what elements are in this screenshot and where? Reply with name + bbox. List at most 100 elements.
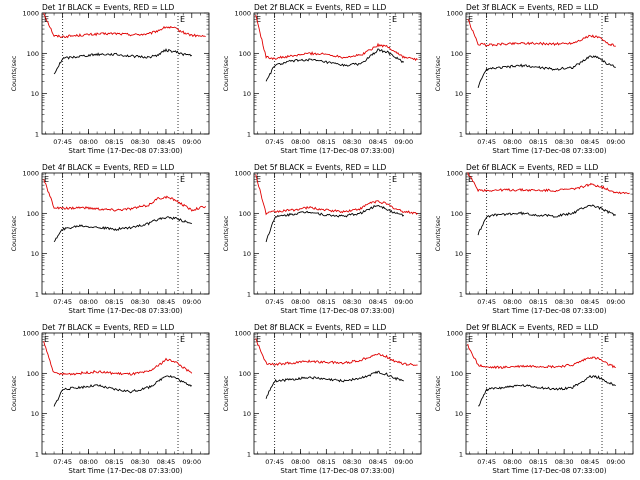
y-axis-label: Counts/sec (434, 215, 442, 251)
series-lld-line (467, 343, 616, 370)
chart-title: Det 4f BLACK = Events, RED = LLD (42, 163, 175, 172)
y-tick-label: 10 (31, 250, 39, 258)
y-tick-label: 1000 (234, 10, 251, 18)
plot-frame (465, 12, 634, 135)
x-axis-label: Start Time (17-Dec-08 07:33:00) (280, 307, 394, 315)
x-tick-label: 09:00 (182, 298, 201, 306)
x-tick-label: 08:30 (131, 298, 150, 306)
x-tick-label: 08:45 (369, 298, 388, 306)
y-tick-label: 1 (247, 291, 251, 299)
x-tick-label: 08:15 (317, 458, 336, 466)
x-tick-label: 08:00 (291, 458, 310, 466)
x-tick-label: 08:30 (343, 298, 362, 306)
x-axis-label: Start Time (17-Dec-08 07:33:00) (68, 307, 182, 315)
x-tick-label: 08:00 (503, 138, 522, 146)
x-tick-label: 07:45 (265, 458, 284, 466)
y-tick-label: 100 (239, 50, 251, 58)
chart-panel-9: Det 9f BLACK = Events, RED = LLD 1 10 100 10… (434, 323, 634, 475)
chart-title: Det 8f BLACK = Events, RED = LLD (254, 323, 387, 332)
x-tick-label: 08:00 (79, 138, 98, 146)
chart-panel-4: Det 4f BLACK = Events, RED = LLD 1 10 100 10… (10, 163, 210, 315)
y-tick-label: 10 (455, 410, 463, 418)
x-axis-label: Start Time (17-Dec-08 07:33:00) (492, 307, 606, 315)
x-tick-label: 08:45 (581, 138, 600, 146)
y-tick-label: 1 (35, 291, 39, 299)
series-events-line (53, 375, 193, 407)
x-tick-label: 08:00 (503, 298, 522, 306)
x-tick-label: 08:45 (157, 458, 176, 466)
y-tick-label: 1000 (446, 10, 463, 18)
x-tick-label: 09:00 (182, 138, 201, 146)
x-axis-label: Start Time (17-Dec-08 07:33:00) (280, 467, 394, 475)
x-tick-label: 07:45 (477, 138, 496, 146)
series-events-line (265, 48, 405, 82)
x-tick-label: 07:45 (477, 298, 496, 306)
x-axis-label: Start Time (17-Dec-08 07:33:00) (68, 467, 182, 475)
x-tick-label: 07:45 (53, 458, 72, 466)
x-tick-label: 09:00 (606, 138, 625, 146)
plot-frame (465, 332, 634, 455)
event-marker-label: E (44, 175, 49, 184)
x-tick-label: 08:15 (317, 138, 336, 146)
chart-title: Det 2f BLACK = Events, RED = LLD (254, 3, 387, 12)
x-axis-label: Start Time (17-Dec-08 07:33:00) (492, 147, 606, 155)
event-marker-label: E (256, 335, 261, 344)
series-lld-line (467, 172, 630, 195)
x-tick-label: 09:00 (606, 458, 625, 466)
x-tick-label: 08:00 (79, 298, 98, 306)
series-lld-line (43, 178, 206, 212)
y-tick-label: 100 (239, 210, 251, 218)
event-marker-label: E (256, 15, 261, 24)
x-tick-label: 08:45 (581, 458, 600, 466)
event-marker-label: E (392, 335, 397, 344)
x-tick-label: 07:45 (265, 298, 284, 306)
x-tick-label: 09:00 (606, 298, 625, 306)
plot-frame (253, 12, 422, 135)
y-tick-label: 1 (35, 131, 39, 139)
x-tick-label: 08:15 (105, 298, 124, 306)
series-events-line (53, 48, 193, 75)
series-events-line (53, 216, 193, 243)
x-tick-label: 08:30 (343, 458, 362, 466)
y-axis-label: Counts/sec (10, 215, 18, 251)
y-tick-label: 1 (459, 451, 463, 459)
y-tick-label: 1000 (446, 170, 463, 178)
y-tick-label: 1 (35, 451, 39, 459)
series-events-line (477, 204, 617, 236)
x-tick-label: 08:00 (79, 458, 98, 466)
y-tick-label: 1 (459, 291, 463, 299)
x-tick-label: 08:00 (291, 298, 310, 306)
series-events-line (265, 370, 404, 399)
y-tick-label: 100 (451, 210, 463, 218)
y-tick-label: 1000 (234, 330, 251, 338)
event-marker-label: E (468, 175, 473, 184)
x-tick-label: 08:00 (291, 138, 310, 146)
y-tick-label: 100 (239, 370, 251, 378)
x-tick-label: 08:15 (529, 458, 548, 466)
x-tick-label: 09:00 (394, 138, 413, 146)
event-marker-label: E (180, 335, 185, 344)
x-tick-label: 08:30 (131, 458, 150, 466)
event-marker-label: E (468, 15, 473, 24)
y-tick-label: 100 (27, 50, 39, 58)
x-axis-label: Start Time (17-Dec-08 07:33:00) (492, 467, 606, 475)
y-tick-label: 1000 (22, 10, 39, 18)
series-lld-line (467, 18, 616, 47)
chart-title: Det 3f BLACK = Events, RED = LLD (466, 3, 599, 12)
x-tick-label: 08:00 (503, 458, 522, 466)
y-axis-label: Counts/sec (222, 375, 230, 411)
y-tick-label: 100 (27, 370, 39, 378)
plot-frame (253, 332, 422, 455)
y-tick-label: 1 (247, 451, 251, 459)
y-axis-label: Counts/sec (434, 55, 442, 91)
x-tick-label: 08:15 (529, 298, 548, 306)
series-events-line (477, 55, 616, 88)
x-tick-label: 08:15 (105, 138, 124, 146)
y-tick-label: 10 (243, 90, 251, 98)
x-tick-label: 08:30 (555, 138, 574, 146)
event-marker-label: E (44, 335, 49, 344)
x-tick-label: 08:30 (343, 138, 362, 146)
y-tick-label: 100 (27, 210, 39, 218)
chart-panel-6: Det 6f BLACK = Events, RED = LLD 1 10 100 10… (434, 163, 634, 315)
